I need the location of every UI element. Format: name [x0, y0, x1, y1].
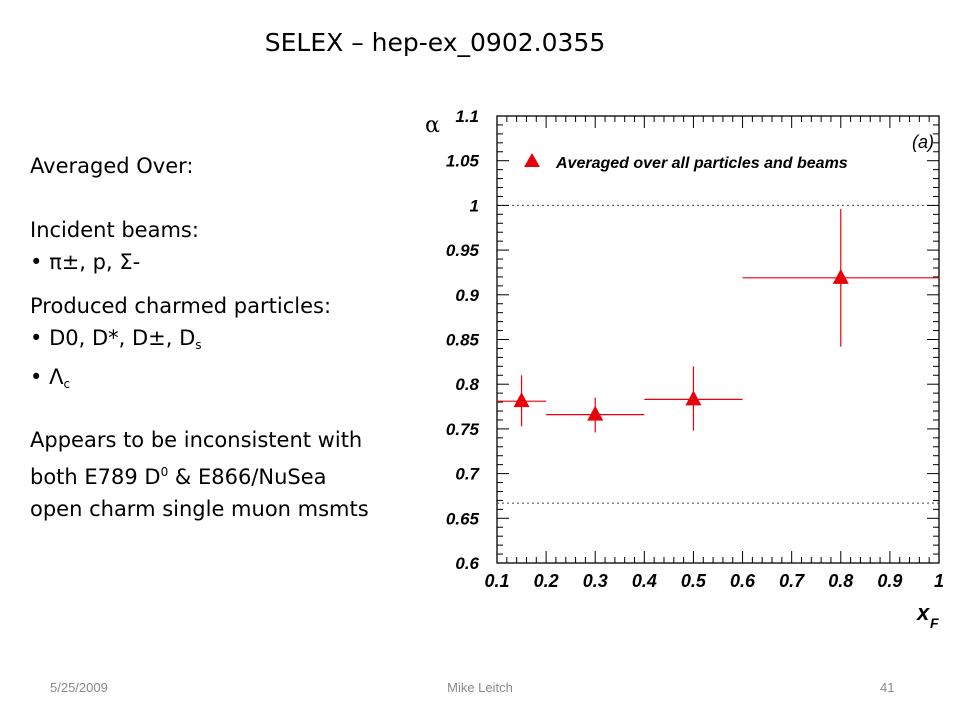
data-point-3 — [832, 268, 849, 284]
x-tick-label: 0.6 — [730, 571, 756, 591]
panel-label: (a) — [912, 132, 934, 152]
y-tick-label: 0.75 — [446, 420, 480, 439]
footer-date: 5/25/2009 — [50, 680, 108, 695]
conclusion-line-2a: both E789 D — [30, 465, 161, 489]
particles-item-2-sub: c — [63, 377, 71, 391]
y-tick-label: 1.1 — [455, 107, 479, 126]
conclusion-line-2: both E789 D0 & E866/NuSea — [30, 456, 430, 493]
y-tick-label: 0.95 — [446, 241, 480, 260]
conclusion-line-2b: & E866/NuSea — [168, 465, 327, 489]
particles-item-1: D0, D*, D±, D — [49, 326, 196, 350]
particles-item-1-sub: s — [195, 338, 202, 352]
conclusion-line-3: open charm single muon msmts — [30, 497, 369, 521]
legend-marker — [524, 153, 540, 167]
x-tick-label: 0.2 — [534, 571, 559, 591]
y-tick-label: 1.05 — [446, 152, 480, 171]
conclusion-line-2-sup: 0 — [160, 465, 169, 479]
x-tick-label: 0.5 — [681, 571, 707, 591]
y-axis-label: α — [425, 113, 440, 138]
y-tick-label: 1 — [470, 196, 479, 215]
y-tick-label: 0.6 — [455, 554, 479, 573]
legend-label: Averaged over all particles and beams — [555, 155, 848, 172]
data-point-2 — [685, 390, 702, 406]
x-axis-label-sub: F — [930, 615, 939, 631]
x-tick-label: 0.7 — [779, 571, 805, 591]
conclusion-line-1: Appears to be inconsistent with — [30, 428, 363, 452]
beams-bullet: π±, p, Σ- — [30, 246, 430, 278]
x-tick-label: 0.4 — [632, 571, 657, 591]
incident-beams-heading: Incident beams: — [30, 218, 199, 242]
x-tick-label: 0.8 — [828, 571, 853, 591]
y-tick-label: 0.7 — [455, 465, 480, 484]
x-tick-label: 0.1 — [484, 571, 509, 591]
footer-page-number: 41 — [880, 680, 895, 695]
data-point-1 — [587, 405, 604, 421]
plot-frame — [496, 115, 940, 564]
y-tick-label: 0.65 — [446, 509, 480, 528]
averaged-over-heading: Averaged Over: — [30, 154, 194, 178]
x-tick-label: 0.9 — [877, 571, 902, 591]
particles-bullet-1: D0, D*, D±, Ds — [30, 322, 430, 361]
produced-particles-heading: Produced charmed particles: — [30, 294, 332, 318]
x-tick-label: 0.3 — [583, 571, 608, 591]
data-point-0 — [513, 392, 530, 408]
y-tick-label: 0.85 — [446, 331, 480, 350]
particles-bullet-2: Λc — [30, 361, 430, 400]
y-tick-label: 0.8 — [455, 375, 479, 394]
beams-item: π±, p, Σ- — [49, 250, 141, 274]
footer-author: Mike Leitch — [447, 680, 513, 695]
x-tick-label: 1 — [934, 571, 944, 591]
particles-item-2: Λ — [49, 365, 64, 389]
description-text: Averaged Over: Incident beams: π±, p, Σ-… — [30, 150, 430, 525]
x-axis-label: x — [916, 600, 930, 625]
slide-title: SELEX – hep-ex_0902.0355 — [264, 28, 606, 57]
y-tick-label: 0.9 — [455, 286, 479, 305]
